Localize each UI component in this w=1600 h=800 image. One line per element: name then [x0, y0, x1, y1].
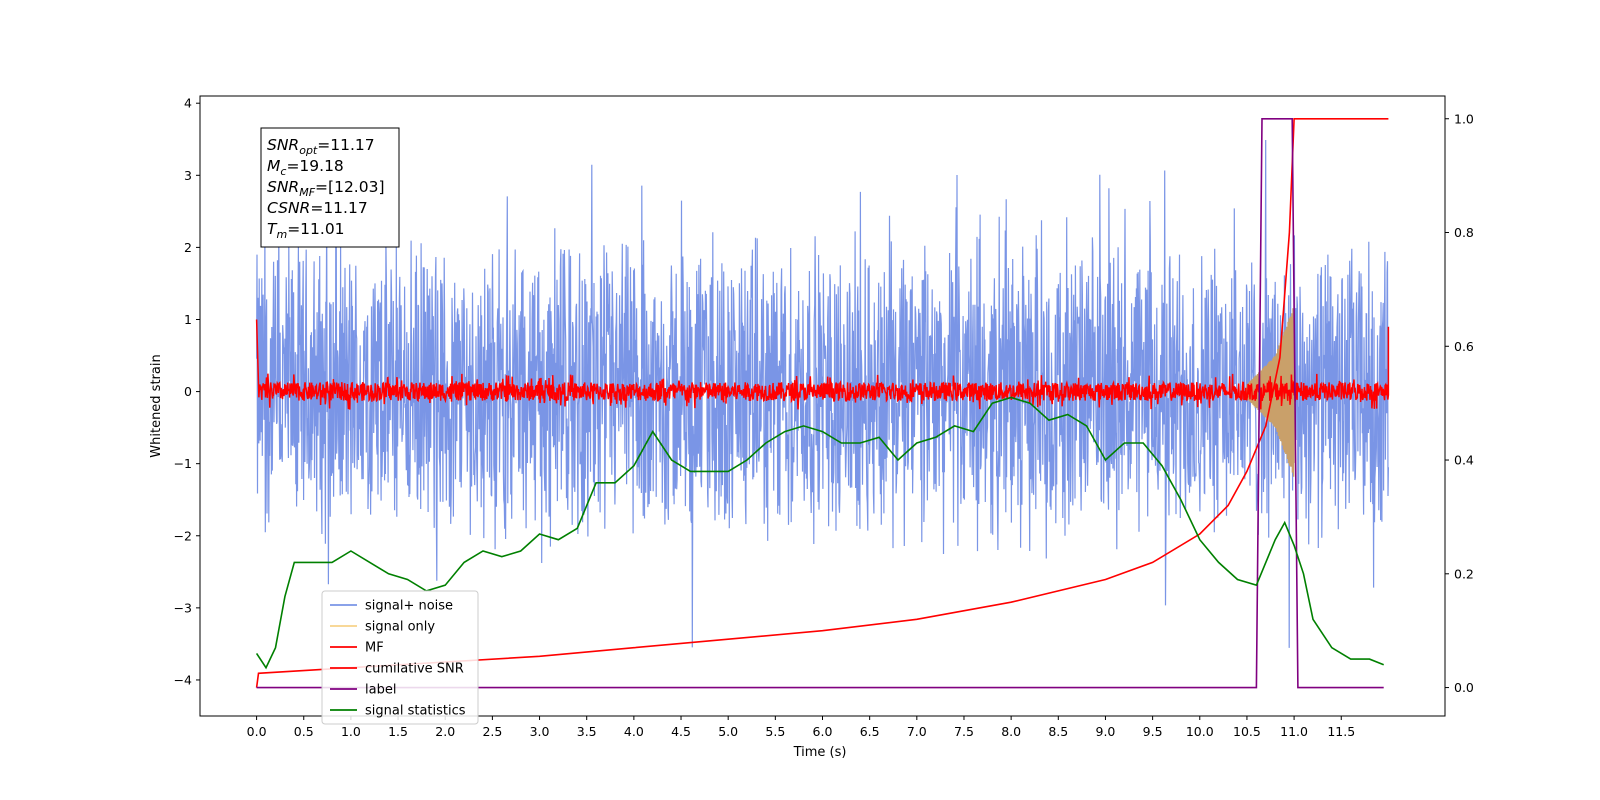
legend: signal+ noise signal only MF cumilative SNR…: [321, 590, 479, 725]
y-tick-label: −3: [174, 600, 192, 615]
x-tick-label: 11.5: [1327, 724, 1355, 739]
x-tick-label: 4.0: [624, 724, 644, 739]
y-axis-right: 1.0 0.8 0.6 0.4 0.2 0.0: [1445, 111, 1474, 695]
legend-label: label: [365, 683, 396, 698]
y2-tick-label: 0.6: [1454, 339, 1474, 354]
annotation-line: Mc=19.18: [267, 157, 344, 178]
x-tick-label: 3.5: [577, 724, 597, 739]
legend-label: signal only: [365, 620, 435, 635]
x-tick-label: 1.5: [388, 724, 408, 739]
x-tick-label: 8.5: [1048, 724, 1068, 739]
series-mf: [255, 319, 1390, 410]
x-tick-label: 9.0: [1096, 724, 1116, 739]
x-tick-label: 6.0: [813, 724, 833, 739]
y2-tick-label: 0.4: [1454, 453, 1474, 468]
x-tick-label: 0.5: [294, 724, 314, 739]
x-tick-label: 1.0: [341, 724, 361, 739]
x-tick-label: 5.5: [765, 724, 785, 739]
legend-frame: [321, 590, 479, 725]
x-tick-label: 8.0: [1001, 724, 1021, 739]
y-tick-label: −1: [174, 456, 192, 471]
x-axis-label: Time (s): [793, 745, 847, 760]
annotation-line: Tm=11.01: [267, 220, 345, 241]
x-tick-label: 10.0: [1186, 724, 1214, 739]
x-tick-label: 11.0: [1280, 724, 1308, 739]
legend-label: MF: [365, 641, 384, 656]
series-signal-statistics: [255, 396, 1384, 670]
y-axis-left: 4 3 2 1 0 −1 −2 −3 −4: [174, 96, 200, 687]
legend-label: cumilative SNR: [365, 662, 464, 677]
annotation-line: SNRopt=11.17: [267, 136, 375, 157]
y-tick-label: −2: [174, 528, 192, 543]
x-tick-label: 3.0: [530, 724, 550, 739]
y2-tick-label: 0.8: [1454, 225, 1474, 240]
series-label: [256, 118, 1384, 689]
y-axis-label: Whitened strain: [149, 354, 164, 457]
stats-annotation: SNRopt=11.17Mc=19.18SNRMF=[12.03]CSNR=11…: [260, 127, 400, 248]
y-tick-label: 3: [184, 168, 192, 183]
y2-tick-label: 0.0: [1454, 680, 1474, 695]
x-tick-label: 2.5: [482, 724, 502, 739]
legend-label: signal statistics: [365, 704, 466, 719]
annotation-frame: [260, 127, 400, 248]
annotation-line: SNRMF=[12.03]: [267, 178, 385, 199]
y-tick-label: −4: [174, 672, 192, 687]
y2-tick-label: 1.0: [1454, 111, 1474, 126]
x-tick-label: 7.5: [954, 724, 974, 739]
legend-label: signal+ noise: [365, 599, 453, 614]
y-tick-label: 2: [184, 240, 192, 255]
x-tick-label: 5.0: [718, 724, 738, 739]
y-tick-label: 0: [184, 384, 192, 399]
x-tick-label: 9.5: [1143, 724, 1163, 739]
y2-tick-label: 0.2: [1454, 566, 1474, 581]
x-tick-label: 0.0: [247, 724, 267, 739]
x-tick-label: 6.5: [860, 724, 880, 739]
y-tick-label: 4: [184, 96, 192, 111]
annotation-line: CSNR=11.17: [267, 199, 368, 217]
x-tick-label: 7.0: [907, 724, 927, 739]
x-tick-label: 4.5: [671, 724, 691, 739]
y-tick-label: 1: [184, 312, 192, 327]
x-tick-label: 2.0: [435, 724, 455, 739]
series-signal-noise: [256, 139, 1389, 648]
x-axis: 0.0 0.5 1.0 1.5 2.0 2.5 3.0 3.5 4.0 4.5 5.0 5.5 6.0 6…: [247, 716, 1355, 739]
x-tick-label: 10.5: [1233, 724, 1261, 739]
